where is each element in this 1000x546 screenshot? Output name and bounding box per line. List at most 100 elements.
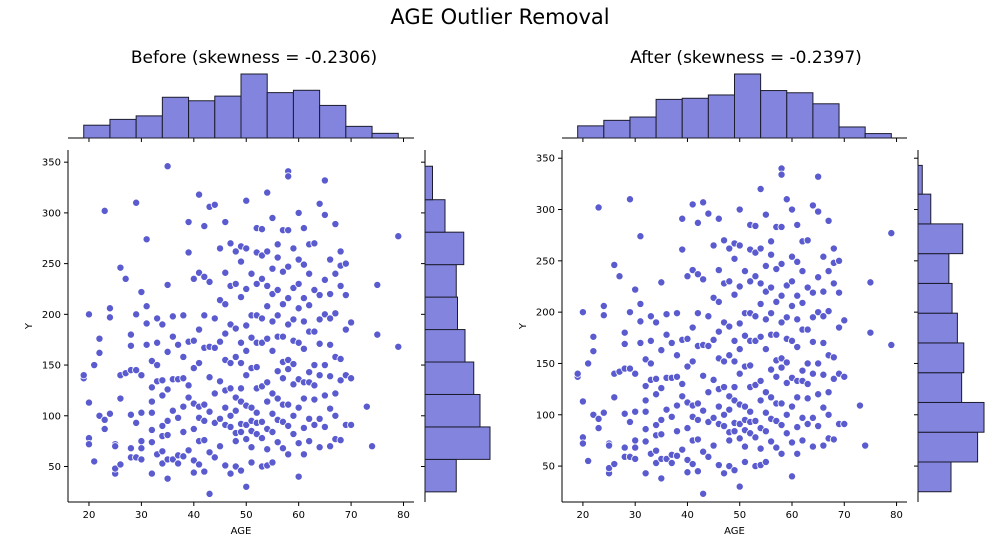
before-scatter-point [174,413,183,422]
before-scatter-point [299,423,308,432]
after-scatter-point [756,444,765,453]
after-scatter-point [657,346,666,355]
after-scatter-point [620,409,629,418]
after-scatter-point [824,307,833,316]
after-scatter-point [782,313,791,322]
before-scatter-point [147,469,156,478]
before-y-tick-label: 150 [42,361,61,372]
before-scatter-point [231,462,240,471]
before-scatter-point [294,403,303,412]
after-scatter-point [788,301,797,310]
after-scatter-point [704,312,713,321]
before-x-tick-label: 20 [83,510,96,521]
before-scatter-point [221,218,230,227]
before-scatter-point [216,414,225,423]
before-scatter-point [247,269,256,278]
before-top-hist-bar [292,89,321,139]
after-scatter-point [824,410,833,419]
after-scatter-point [793,393,802,402]
after-scatter-point [678,392,687,401]
before-scatter-point [247,333,256,342]
before-scatter-point [168,332,177,341]
after-scatter-point [777,318,786,327]
after-scatter-point [803,420,812,429]
after-scatter-point [788,205,797,214]
before-scatter-point [257,382,266,391]
after-scatter-point [594,424,603,433]
after-scatter-point [652,318,661,327]
after-scatter-point [631,369,640,378]
after-scatter-point [756,244,765,253]
after-scatter-point [725,322,734,331]
before-y-tick-label: 50 [48,462,61,473]
before-side-hist-bar [424,426,491,460]
before-scatter-point [132,366,141,375]
before-scatter-point [263,281,272,290]
before-scatter-point [226,411,235,420]
after-scatter-point [714,266,723,275]
after-top-hist-bar [786,92,814,139]
after-y-tick-label: 350 [536,154,555,165]
before-scatter-point [226,469,235,478]
before-side-hist-bar [424,296,458,331]
after-scatter-point [683,362,692,371]
before-scatter-point [100,415,109,424]
before-scatter-point [242,346,251,355]
before-x-tick-label: 50 [240,510,253,521]
before-scatter-point [231,406,240,415]
before-scatter-point [216,337,225,346]
after-scatter-point [777,291,786,300]
after-scatter-point [725,405,734,414]
after-scatter-point [772,330,781,339]
before-scatter-point [116,263,125,272]
after-scatter-point [688,266,697,275]
after-scatter-point [599,301,608,310]
after-scatter-point [646,359,655,368]
before-scatter-point [362,402,371,411]
after-side-hist-bar [917,223,964,255]
before-scatter-point [179,428,188,437]
before-scatter-point [263,378,272,387]
before-scatter-point [126,410,135,419]
after-scatter-point [798,436,807,445]
after-scatter-point [709,375,718,384]
before-scatter-point [268,346,277,355]
after-scatter-point [761,210,770,219]
before-scatter-point [252,279,261,288]
before-scatter-point [331,411,340,420]
after-scatter-point [693,270,702,279]
after-scatter-point [652,374,661,383]
after-scatter-point [777,421,786,430]
before-scatter-point [158,391,167,400]
before-top-hist-bar [135,115,163,139]
after-scatter-point [767,309,776,318]
before-scatter-point [326,255,335,264]
before-scatter-point [289,430,298,439]
before-scatter-point [179,374,188,383]
after-scatter-point [652,390,661,399]
before-scatter-point [289,315,298,324]
after-scatter-point [683,272,692,281]
before-scatter-point [210,453,219,462]
before-scatter-point [210,343,219,352]
after-top-hist-bar [629,116,657,139]
after-scatter-point [620,339,629,348]
after-scatter-point [751,381,760,390]
after-top-hist-bar [864,133,892,139]
before-scatter-point [310,361,319,370]
after-scatter-point [625,417,634,426]
after-scatter-point [808,442,817,451]
after-scatter-point [652,421,661,430]
after-scatter-point [861,441,870,450]
after-scatter-point [693,218,702,227]
after-scatter-point [735,205,744,214]
after-top-hist-bar [603,119,631,139]
before-scatter-point [336,376,345,385]
after-scatter-point [866,278,875,287]
after-scatter-point [657,384,666,393]
before-scatter-point [315,199,324,208]
after-scatter-point [835,256,844,265]
before-scatter-point [163,474,172,483]
after-scatter-point [793,220,802,229]
after-scatter-point [756,184,765,193]
